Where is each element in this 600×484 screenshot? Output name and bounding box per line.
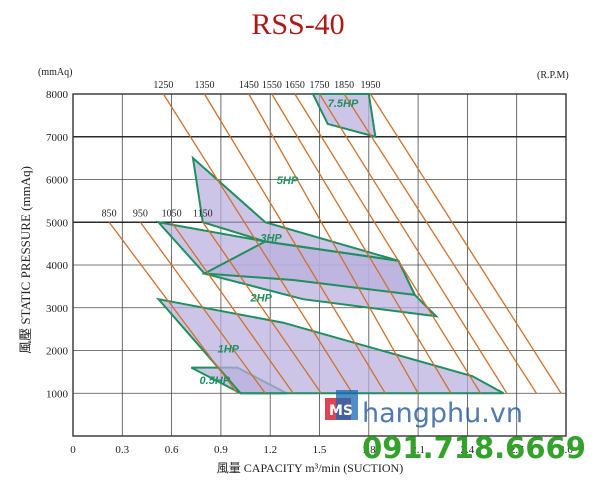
rpm-label-1950: 1950 — [360, 80, 380, 91]
rpm-label-1450: 1450 — [239, 80, 259, 91]
y-tick-label: 2000 — [46, 346, 69, 358]
y-tick-label: 3000 — [46, 303, 69, 315]
x-tick-label: 2.4 — [461, 444, 475, 456]
x-tick-label: 2.7 — [510, 444, 524, 456]
y-unit-label: (mmAq) — [38, 67, 72, 78]
rpm-line-1450 — [248, 93, 419, 394]
x-tick-label: 0.3 — [115, 444, 129, 456]
y-tick-label: 1000 — [46, 388, 69, 400]
rpm-label-1050: 1050 — [162, 208, 182, 219]
hp-label: 7.5HP — [328, 98, 359, 110]
y-tick-label: 7000 — [46, 132, 69, 144]
x-tick-label: 1.5 — [313, 444, 327, 456]
rpm-label-1350: 1350 — [194, 80, 214, 91]
hp-label: 2HP — [249, 292, 272, 304]
rpm-line-1750 — [318, 93, 508, 394]
rpm-label-1750: 1750 — [310, 80, 330, 91]
x-tick-label: 0 — [70, 444, 76, 456]
rpm-label-1150: 1150 — [193, 208, 213, 219]
rpm-line-1250 — [162, 93, 353, 394]
x-tick-label: 1.2 — [263, 444, 277, 456]
y-axis-title: 風壓 STATIC PRESSURE (mmAq) — [18, 166, 33, 354]
hp-region-5hp — [191, 155, 399, 262]
rpm-label-1650: 1650 — [285, 80, 305, 91]
x-tick-label: 0.9 — [214, 444, 228, 456]
rpm-label-1550: 1550 — [262, 80, 282, 91]
x-tick-label: 0.6 — [165, 444, 179, 456]
rpm-line-1650 — [294, 93, 482, 394]
chart-title: RSS-40 — [251, 8, 344, 41]
y-tick-label: 8000 — [46, 89, 69, 101]
hp-regions — [155, 93, 505, 395]
rpm-lines: 850 950 1050 1150 1250 1350 1450 1550 1650 1750 18… — [102, 80, 562, 394]
rpm-line-1850 — [343, 93, 537, 394]
x-tick-label: 1.8 — [362, 444, 376, 456]
hp-label: 3HP — [260, 232, 282, 244]
rpm-label-850: 850 — [102, 208, 117, 219]
y-tick-label: 6000 — [46, 175, 69, 187]
watermark-phone: 091.718.6669 — [362, 431, 586, 465]
hp-region-7-5hp — [311, 93, 377, 139]
y-tick-label: 4000 — [46, 260, 69, 272]
rpm-line-1050 — [171, 221, 294, 394]
axis-ticks: 0 0.3 0.6 0.9 1.2 1.5 1.8 2.1 2.4 2.7 3.0 1000 2000 3… — [46, 89, 573, 456]
ms-logo-icon: MS — [325, 390, 358, 420]
hp-labels: 0.5HP 1HP 2HP 3HP 5HP 7.5HP — [200, 98, 359, 387]
rpm-label: (R.P.M) — [537, 70, 569, 81]
rpm-line-1550 — [271, 93, 452, 394]
watermark-logo-text: MS — [329, 403, 353, 419]
rpm-line-950 — [139, 221, 266, 394]
rpm-label-950: 950 — [133, 208, 148, 219]
rpm-line-1950 — [369, 93, 562, 394]
rpm-label-1850: 1850 — [334, 80, 354, 91]
hp-region-1hp — [155, 297, 505, 395]
rpm-label-1250: 1250 — [153, 80, 173, 91]
x-axis-title: 風量 CAPACITY m³/min (SUCTION) — [217, 461, 403, 475]
hp-label: 0.5HP — [200, 375, 231, 387]
watermark-brand: hangphu.vn — [362, 398, 523, 429]
hp-label: 1HP — [218, 344, 240, 356]
rpm-line-850 — [108, 221, 238, 394]
rpm-line-1150 — [202, 221, 322, 394]
rpm-line-1350 — [203, 93, 386, 394]
x-tick-label: 2.1 — [411, 444, 425, 456]
x-tick-label: 3.0 — [559, 444, 573, 456]
y-tick-label: 5000 — [46, 217, 69, 229]
watermark: MS hangphu.vn 091.718.6669 — [325, 390, 586, 465]
hp-label: 5HP — [277, 175, 299, 187]
